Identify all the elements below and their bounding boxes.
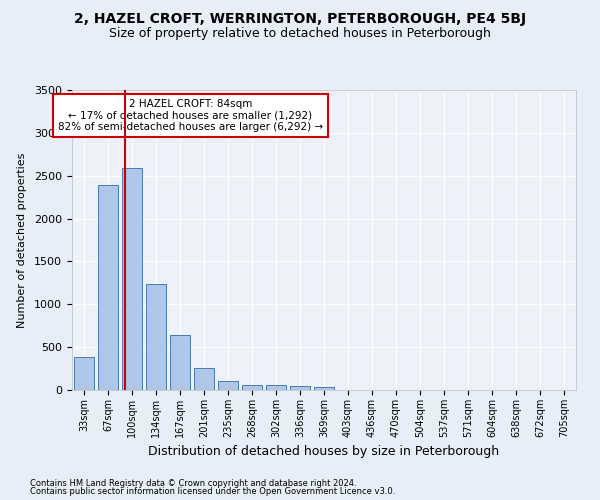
- Bar: [122, 168, 142, 390]
- Bar: [194, 368, 214, 390]
- Bar: [290, 386, 310, 390]
- Bar: [218, 382, 238, 390]
- X-axis label: Distribution of detached houses by size in Peterborough: Distribution of detached houses by size …: [148, 446, 500, 458]
- Bar: [242, 385, 262, 390]
- Bar: [266, 386, 286, 390]
- Bar: [146, 284, 166, 390]
- Bar: [74, 358, 94, 390]
- Bar: [170, 335, 190, 390]
- Text: Contains public sector information licensed under the Open Government Licence v3: Contains public sector information licen…: [30, 487, 395, 496]
- Text: Contains HM Land Registry data © Crown copyright and database right 2024.: Contains HM Land Registry data © Crown c…: [30, 478, 356, 488]
- Y-axis label: Number of detached properties: Number of detached properties: [17, 152, 27, 328]
- Text: 2, HAZEL CROFT, WERRINGTON, PETERBOROUGH, PE4 5BJ: 2, HAZEL CROFT, WERRINGTON, PETERBOROUGH…: [74, 12, 526, 26]
- Bar: [98, 185, 118, 390]
- Bar: [314, 388, 334, 390]
- Text: 2 HAZEL CROFT: 84sqm
← 17% of detached houses are smaller (1,292)
82% of semi-de: 2 HAZEL CROFT: 84sqm ← 17% of detached h…: [58, 99, 323, 132]
- Text: Size of property relative to detached houses in Peterborough: Size of property relative to detached ho…: [109, 28, 491, 40]
